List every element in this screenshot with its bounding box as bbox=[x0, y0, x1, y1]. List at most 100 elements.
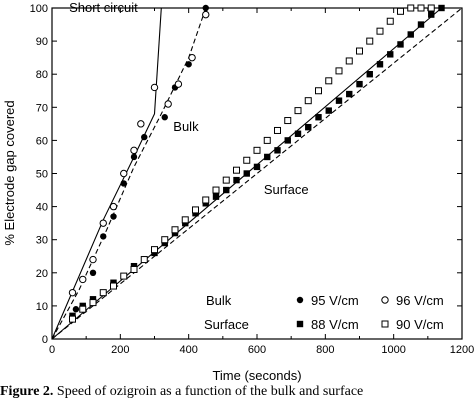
data-point-series-1 bbox=[79, 275, 87, 284]
data-point-series-1 bbox=[89, 255, 97, 264]
legend-entry: 95 V/cm bbox=[311, 293, 359, 308]
data-point-series-0 bbox=[100, 233, 107, 240]
data-point-series-1 bbox=[109, 202, 118, 211]
data-point-series-1 bbox=[202, 10, 210, 19]
data-point-series-2 bbox=[274, 147, 281, 154]
data-point-series-2 bbox=[356, 80, 363, 88]
fit-line-1 bbox=[51, 7, 210, 340]
y-tick-label: 80 bbox=[36, 69, 48, 81]
data-point-series-2 bbox=[387, 51, 394, 58]
data-point-series-3 bbox=[212, 186, 220, 194]
data-point-series-3 bbox=[243, 156, 251, 164]
y-tick-label: 30 bbox=[36, 235, 48, 247]
x-tick-label: 400 bbox=[179, 344, 197, 356]
y-tick-label: 60 bbox=[36, 135, 48, 147]
x-axis-title: Time (seconds) bbox=[212, 368, 301, 383]
x-axis-ticks: 0 200 400 600 800 1000 1200 bbox=[49, 8, 474, 356]
data-point-series-1 bbox=[99, 219, 107, 227]
data-point-series-3 bbox=[315, 87, 322, 95]
data-point-series-1 bbox=[68, 288, 77, 297]
legend-marker bbox=[296, 320, 304, 328]
caption-text: Speed of ozigroin as a function of the b… bbox=[53, 384, 364, 399]
data-point-series-3 bbox=[202, 196, 210, 204]
data-point-series-0 bbox=[120, 180, 127, 187]
data-point-series-2 bbox=[417, 21, 425, 28]
data-point-series-2 bbox=[243, 170, 250, 177]
data-point-series-2 bbox=[212, 193, 220, 200]
data-point-series-3 bbox=[79, 305, 87, 313]
legend: Bulk 95 V/cm 96 V/cm Surface 88 V/cm 90 V/cm bbox=[204, 293, 444, 332]
data-point-series-1 bbox=[164, 100, 172, 108]
data-point-series-0 bbox=[141, 133, 148, 141]
data-point-series-2 bbox=[284, 137, 291, 144]
data-point-series-1 bbox=[137, 120, 145, 128]
x-tick-label: 200 bbox=[111, 344, 129, 356]
fit-line-0 bbox=[51, 7, 207, 340]
data-point-series-3 bbox=[181, 216, 189, 224]
data-point-series-3 bbox=[130, 265, 138, 273]
data-point-series-2 bbox=[294, 130, 302, 137]
data-point-series-3 bbox=[263, 136, 271, 144]
x-tick-label: 600 bbox=[248, 344, 266, 356]
y-tick-label: 50 bbox=[36, 169, 48, 181]
data-point-series-2 bbox=[223, 186, 230, 194]
chart: 0 200 400 600 800 1000 1200 0 10 20 30 40 50 60 70 80 9… bbox=[2, 0, 474, 383]
data-point-series-3 bbox=[417, 4, 425, 12]
data-point-series-2 bbox=[335, 97, 343, 104]
data-point-series-3 bbox=[89, 299, 97, 307]
data-point-series-3 bbox=[69, 315, 76, 323]
annotation-bulk: Bulk bbox=[173, 119, 199, 134]
x-tick-label: 0 bbox=[49, 344, 55, 356]
data-point-series-0 bbox=[161, 114, 168, 121]
legend-row-label: Bulk bbox=[206, 293, 232, 308]
legend-marker bbox=[296, 296, 304, 304]
annotation-surface: Surface bbox=[264, 182, 309, 197]
data-point-series-1 bbox=[188, 53, 196, 62]
data-point-series-2 bbox=[305, 123, 312, 131]
data-point-series-1 bbox=[150, 83, 159, 92]
data-point-series-3 bbox=[345, 57, 353, 65]
legend-entry: 96 V/cm bbox=[396, 293, 444, 308]
data-point-series-0 bbox=[89, 269, 97, 276]
data-point-series-2 bbox=[428, 11, 435, 18]
data-point-series-3 bbox=[120, 272, 128, 280]
y-axis-ticks: 0 10 20 30 40 50 60 70 80 90 100 bbox=[30, 3, 462, 346]
legend-marker bbox=[381, 296, 389, 304]
data-point-series-1 bbox=[120, 169, 128, 178]
data-point-series-3 bbox=[376, 27, 384, 35]
data-point-series-2 bbox=[407, 31, 414, 38]
y-tick-label: 0 bbox=[42, 334, 48, 346]
data-point-series-2 bbox=[264, 153, 271, 161]
data-point-series-3 bbox=[192, 206, 199, 214]
data-point-series-3 bbox=[366, 37, 374, 45]
x-tick-label: 1200 bbox=[450, 344, 474, 356]
data-point-series-3 bbox=[161, 236, 169, 244]
data-point-series-2 bbox=[253, 163, 261, 171]
legend-entry: 88 V/cm bbox=[311, 317, 359, 332]
data-markers bbox=[68, 4, 445, 323]
data-point-series-0 bbox=[202, 4, 209, 12]
y-tick-label: 100 bbox=[30, 3, 48, 15]
annotation-short-circuit: Short circuit bbox=[69, 0, 138, 15]
annotations: Short circuit Bulk Surface bbox=[69, 0, 309, 197]
data-point-series-3 bbox=[325, 77, 333, 85]
data-point-series-2 bbox=[325, 107, 332, 114]
legend-marker bbox=[381, 320, 389, 328]
data-point-series-2 bbox=[376, 61, 384, 68]
data-point-series-0 bbox=[110, 213, 117, 220]
data-point-series-3 bbox=[356, 47, 363, 55]
data-point-series-2 bbox=[366, 71, 373, 78]
x-tick-label: 1000 bbox=[381, 344, 405, 356]
data-point-series-3 bbox=[294, 107, 302, 115]
y-tick-label: 40 bbox=[36, 202, 48, 214]
data-point-series-3 bbox=[335, 67, 343, 75]
y-axis-title: % Electrode gap covered bbox=[2, 100, 17, 245]
data-point-series-3 bbox=[233, 166, 240, 174]
legend-entry: 90 V/cm bbox=[396, 317, 444, 332]
data-point-series-3 bbox=[274, 126, 281, 134]
data-point-series-3 bbox=[397, 7, 404, 15]
y-tick-label: 90 bbox=[36, 36, 48, 48]
data-point-series-2 bbox=[438, 4, 445, 12]
y-tick-label: 20 bbox=[36, 268, 48, 280]
x-tick-label: 800 bbox=[316, 344, 334, 356]
